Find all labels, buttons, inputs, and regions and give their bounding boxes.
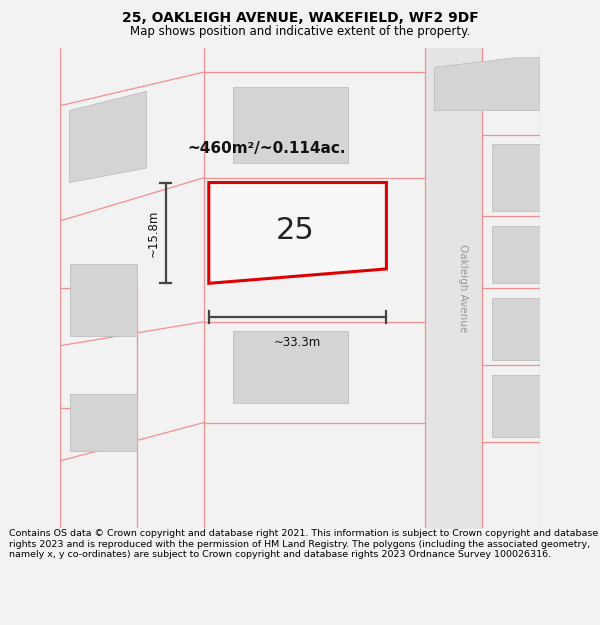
Text: 25, OAKLEIGH AVENUE, WAKEFIELD, WF2 9DF: 25, OAKLEIGH AVENUE, WAKEFIELD, WF2 9DF xyxy=(122,11,478,24)
Text: Oakleigh Avenue: Oakleigh Avenue xyxy=(458,244,468,332)
Polygon shape xyxy=(70,264,137,336)
Polygon shape xyxy=(434,58,540,111)
Text: Contains OS data © Crown copyright and database right 2021. This information is : Contains OS data © Crown copyright and d… xyxy=(9,529,598,559)
Polygon shape xyxy=(492,226,540,283)
Text: ~460m²/~0.114ac.: ~460m²/~0.114ac. xyxy=(187,141,346,156)
Polygon shape xyxy=(233,86,348,163)
Text: Map shows position and indicative extent of the property.: Map shows position and indicative extent… xyxy=(130,24,470,38)
Polygon shape xyxy=(492,374,540,437)
Polygon shape xyxy=(209,182,386,283)
Polygon shape xyxy=(70,91,146,182)
Polygon shape xyxy=(70,394,137,451)
Text: 25: 25 xyxy=(276,216,314,245)
Polygon shape xyxy=(492,298,540,360)
Text: ~15.8m: ~15.8m xyxy=(147,209,160,257)
Text: ~33.3m: ~33.3m xyxy=(274,336,321,349)
Polygon shape xyxy=(233,331,348,403)
Polygon shape xyxy=(492,144,540,211)
